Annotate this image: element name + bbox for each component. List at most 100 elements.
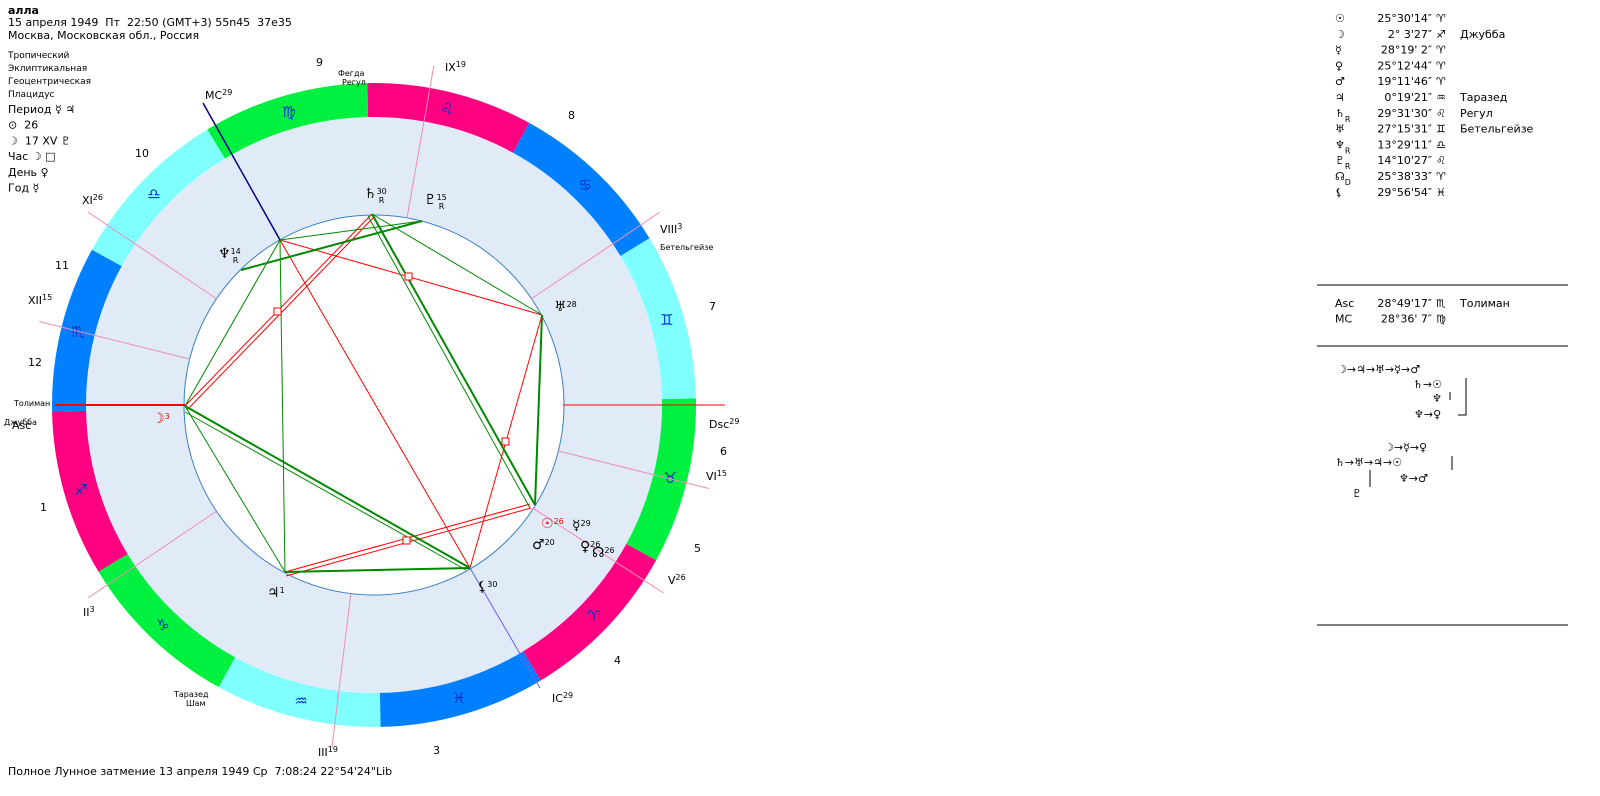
house-cusp [87,510,217,599]
planet: ⚸ [1335,186,1343,199]
planet-degree: 14 [231,247,241,256]
star-label: Шам [186,699,206,708]
glyph: ♅ [1335,123,1345,136]
glyph: ☉ [1335,12,1345,25]
wheel-planet: ♅28 [554,299,577,315]
house-cusp [558,450,709,489]
planet: MC [1335,313,1352,326]
cusp-label: II3 [83,605,95,620]
wheel-planet: ♀26 [580,539,600,555]
planet-glyph: ⚸ [477,579,487,595]
glyph: Asc [1335,297,1354,310]
cusp-label: VIII3 [660,222,682,237]
cusp-label: Dsc29 [709,417,739,432]
planet-degree: 30 [487,580,497,589]
planet-degree: 1 [280,586,285,595]
house-number: 9 [316,56,323,69]
period: Период ☿ ♃ [8,103,75,116]
planet-glyph: ♃ [267,585,280,601]
sign-segment [512,122,650,256]
cusp-label: Asc [12,419,31,432]
wheel-planet: ☿29 [572,518,591,534]
planet-degree: 30 [377,187,387,196]
cusp-degree: 29 [222,88,232,97]
glyph: ☊ [1335,170,1345,183]
house-cusp [87,211,217,300]
sign-glyph: ♌ [440,100,453,118]
sign-glyph: ♊ [660,311,673,329]
inner-circle [183,214,565,596]
planet-glyph: ☊ [592,545,604,561]
planet-glyph: ♂ [532,537,545,553]
position: 28°36' 7″ [1381,313,1432,326]
planet-glyph: ♅ [554,299,567,315]
house-number: 3 [433,744,440,757]
cusp-label: III19 [318,745,338,760]
sign: ♍ [1436,313,1446,326]
position: 13°29'11″ [1377,138,1432,151]
mc-axis [202,102,281,241]
house-number: 5 [694,542,701,555]
planet-glyph: ☿ [572,518,581,534]
star: Джубба [1460,28,1505,41]
sign-glyph: ♍ [282,103,295,121]
setting: Тропический [7,51,70,61]
planet-degree: 15 [437,193,447,202]
house-number: 7 [709,300,716,313]
glyph: MC [1335,313,1352,326]
cusp-name: IX [445,61,456,74]
wheel-planet: ☽3 [152,411,170,427]
planet-degree: 26 [590,540,600,549]
sign-segment [98,554,236,688]
planet-flag: R [439,202,445,211]
cusp-name: II [83,606,90,619]
glyph: ♆ [1335,138,1345,151]
setting: Плацидус [8,90,55,100]
position: 19°11'46″ [1377,75,1432,88]
star: Толиман [1459,297,1510,310]
setting: Эклиптикальная [8,64,87,74]
star: Таразед [1459,91,1508,104]
position: 2° 3'27″ [1388,28,1432,41]
house-cusp [531,211,661,300]
planet: ☊D [1335,170,1351,187]
cusp-degree: 15 [717,469,727,478]
cusp-name: V [668,574,676,587]
position: 0°19'21″ [1384,91,1432,104]
house-number: 12 [28,356,42,369]
chain-arrows [1369,378,1467,487]
period: День ♀ [8,166,49,179]
star-label: Таразед [173,690,209,699]
flag: D [1345,178,1351,187]
flag: R [1345,146,1351,155]
period: ⊙ 26 [8,119,38,132]
position: 25°30'14″ [1377,12,1432,25]
position: 28°49'17″ [1377,297,1432,310]
sign: ♐ [1436,28,1446,41]
star-label: Регул [342,78,366,87]
sign-glyph: ♋ [578,176,591,194]
cusp-label: XII15 [28,293,52,308]
house-number: 6 [720,445,727,458]
aspect-chain: ☽→☿→♀ [1384,441,1427,454]
cusp-degree: 19 [456,60,466,69]
cusp-name: MC [205,89,222,102]
planet-flag: R [379,196,385,205]
cusp-label: V26 [668,573,686,588]
position: 25°12'44″ [1377,59,1432,72]
cusp-name: Dsc [709,418,729,431]
flag: R [1345,114,1351,123]
sign: ♈ [1436,170,1446,183]
cusp-name: IC [552,692,563,705]
cusp-degree: 26 [93,193,103,202]
cusp-degree: 15 [42,293,52,302]
position: 27°15'31″ [1377,123,1432,136]
star-label: Толиман [13,399,50,408]
house-cusp [533,508,664,594]
flag: R [1345,162,1351,171]
cusp-degree: 29 [729,417,739,426]
house-cusp [331,593,352,748]
sign: ♎ [1436,138,1446,151]
wheel-planet: ☊26 [592,545,615,561]
sign-segment [523,543,657,681]
